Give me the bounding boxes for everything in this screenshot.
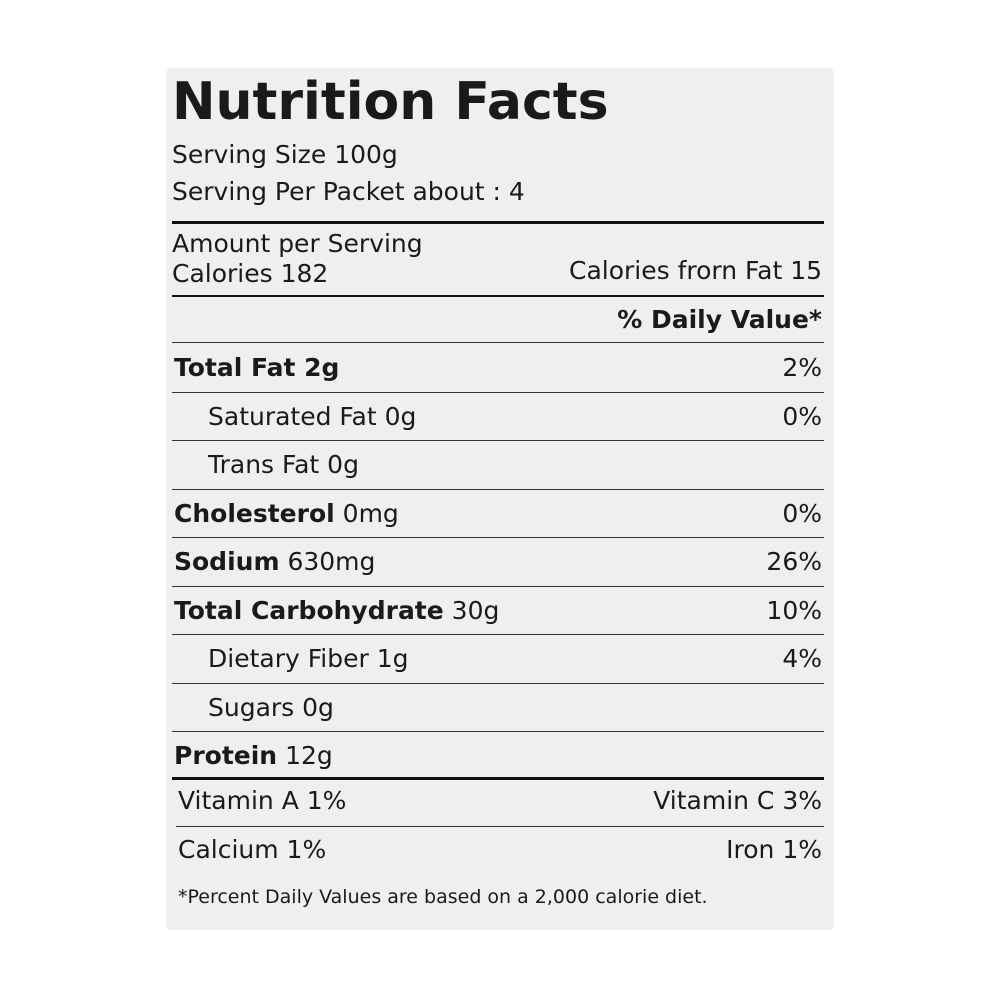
title: Nutrition Facts [172, 72, 609, 132]
nutrient-amount: 30g [451, 595, 500, 625]
divider [172, 342, 824, 343]
calories: Calories 182 [172, 259, 329, 288]
daily-value: 10% [766, 595, 822, 625]
divider [172, 295, 824, 297]
daily-value: 2% [782, 353, 822, 382]
nutrient-name: Dietary Fiber 1g [208, 644, 409, 673]
servings-per-packet: Serving Per Packet about : 4 [172, 177, 525, 206]
nutrient-name-line: Sugars 0g [208, 693, 334, 723]
nutrient-name-line: Cholesterol 0mg [174, 499, 399, 529]
nutrient-name: Sodium [174, 547, 280, 576]
daily-value-header: % Daily Value* [617, 305, 822, 334]
nutrient-amount: 630mg [287, 547, 376, 576]
nutrient-name: Sugars 0g [208, 692, 334, 722]
divider [172, 488, 824, 490]
label-panel [166, 68, 834, 930]
daily-value: 0% [782, 401, 822, 431]
daily-value: 4% [782, 644, 822, 673]
nutrient-name: Cholesterol [174, 498, 335, 528]
calories-from-fat: Calories frorn Fat 15 [568, 256, 822, 285]
divider [172, 391, 824, 393]
nutrient-name: Total Fat 2g [174, 353, 340, 382]
footnote: *Percent Daily Values are based on a 2,0… [178, 886, 708, 908]
vitamin: Vitamin C 3% [653, 786, 822, 815]
mineral: Calcium 1% [178, 835, 327, 864]
nutrient-amount: 12g [285, 741, 333, 770]
nutrient-name-line: Dietary Fiber 1g [208, 644, 408, 674]
divider [172, 440, 824, 441]
nutrient-name: Total Carbohydrate [174, 595, 444, 625]
amount-label: Amount per Serving [172, 229, 423, 258]
mineral: Iron 1% [726, 835, 822, 864]
nutrient-amount: 0mg [342, 498, 399, 528]
nutrient-name-line: Protein 12g [174, 741, 333, 771]
divider [172, 777, 824, 780]
nutrient-name: Saturated Fat 0g [208, 401, 417, 431]
divider [176, 826, 824, 827]
nutrient-name-line: Trans Fat 0g [208, 450, 359, 480]
nutrient-name-line: Total Fat 2g [174, 353, 339, 383]
divider [172, 682, 824, 684]
vitamin: Vitamin A 1% [178, 786, 347, 815]
nutrient-name-line: Total Carbohydrate 30g [174, 596, 499, 626]
divider [172, 731, 824, 732]
daily-value: 0% [782, 498, 822, 528]
divider [172, 634, 824, 635]
nutrient-name: Trans Fat 0g [208, 450, 359, 479]
nutrient-name: Protein [174, 741, 278, 770]
nutrient-name-line: Saturated Fat 0g [208, 402, 416, 432]
divider [172, 221, 824, 224]
divider [172, 585, 824, 587]
serving-size: Serving Size 100g [172, 140, 398, 169]
divider [172, 537, 824, 538]
daily-value: 26% [766, 547, 822, 576]
nutrient-name-line: Sodium 630mg [174, 547, 375, 577]
